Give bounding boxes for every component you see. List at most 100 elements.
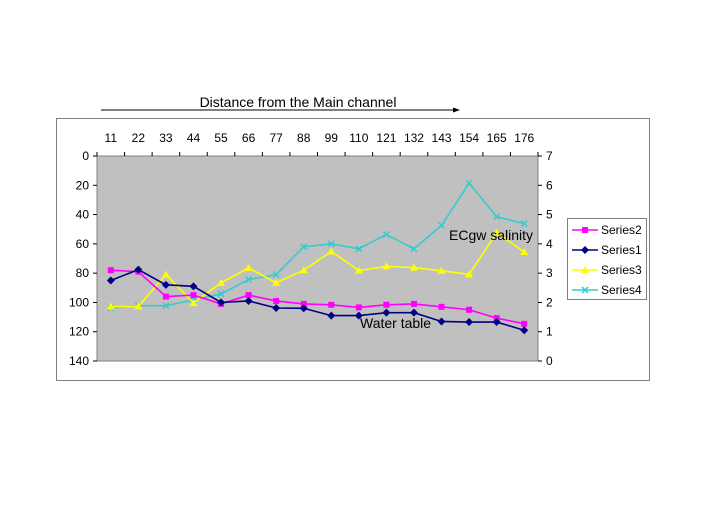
data-point (299, 266, 308, 274)
data-point (409, 263, 418, 271)
data-point (466, 306, 473, 313)
marker-stroke (410, 245, 418, 253)
marker-stroke (520, 220, 528, 228)
annotation-salinity: ECgw salinity (449, 227, 533, 243)
data-point (355, 304, 362, 311)
left-tick-label: 140 (69, 354, 89, 368)
right-tick-label: 0 (546, 354, 553, 368)
x-tick-label: 22 (132, 131, 146, 145)
data-point (300, 300, 307, 307)
legend-label: Series2 (601, 223, 642, 237)
data-point (327, 240, 335, 248)
data-point (244, 296, 253, 305)
series-line (110, 181, 525, 309)
data-point (272, 303, 281, 312)
data-point (383, 301, 390, 308)
legend-marker (581, 286, 589, 294)
data-point (437, 317, 446, 326)
data-point (299, 304, 308, 313)
marker-stroke (217, 290, 225, 298)
data-point (354, 311, 363, 320)
legend-marker (581, 266, 589, 273)
data-point (189, 282, 198, 291)
marker-stroke (355, 245, 363, 253)
x-tick-label: 132 (404, 131, 424, 145)
marker-stroke (382, 230, 390, 239)
data-point (327, 311, 336, 320)
data-point (438, 221, 446, 229)
legend: Series2 Series1 Series3 Series4 (567, 218, 647, 300)
data-point (520, 326, 529, 335)
right-tick-label: 2 (546, 295, 553, 309)
data-point (410, 300, 417, 307)
data-point (189, 299, 198, 307)
data-point (355, 245, 363, 253)
right-tick-label: 3 (546, 266, 553, 280)
right-tick-label: 7 (546, 149, 553, 163)
marker-stroke (438, 221, 446, 229)
marker-stroke (327, 240, 335, 248)
data-point (162, 293, 169, 300)
data-point (438, 303, 445, 310)
data-point (162, 302, 170, 310)
marker-stroke (272, 271, 280, 279)
x-tick-label: 55 (214, 131, 228, 145)
left-tick-label: 80 (76, 266, 90, 280)
data-point (382, 262, 391, 270)
series-series1 (106, 265, 529, 335)
left-tick-label: 60 (76, 237, 90, 251)
marker-stroke (493, 213, 501, 221)
x-tick-label: 88 (297, 131, 311, 145)
data-point (244, 263, 253, 271)
data-point (106, 276, 115, 285)
marker-stroke (581, 286, 589, 294)
x-tick-label: 143 (432, 131, 452, 145)
data-point (300, 243, 308, 251)
legend-label: Series4 (601, 283, 642, 297)
data-point (134, 302, 143, 310)
data-point (382, 230, 390, 239)
x-tick-label: 99 (325, 131, 339, 145)
data-point (410, 245, 418, 253)
series-series4 (107, 179, 528, 312)
legend-marker (582, 227, 588, 233)
data-point (492, 228, 501, 236)
left-tick-label: 40 (76, 208, 90, 222)
left-tick-label: 0 (82, 149, 89, 163)
marker-stroke (300, 243, 308, 251)
chart-title: Distance from the Main channel (200, 94, 397, 110)
x-tick-label: 11 (105, 131, 118, 145)
data-point (492, 318, 501, 327)
left-tick-label: 120 (69, 325, 89, 339)
data-point (217, 290, 225, 298)
marker-stroke (465, 179, 473, 187)
data-point (272, 278, 281, 286)
series-series3 (106, 228, 529, 310)
data-point (272, 271, 280, 279)
right-tick-label: 4 (546, 237, 553, 251)
x-tick-label: 44 (187, 131, 201, 145)
data-point (520, 248, 529, 256)
data-point (161, 270, 170, 278)
data-point (521, 320, 528, 327)
x-tick-label: 154 (459, 131, 479, 145)
data-point (465, 179, 473, 187)
x-tick-label: 33 (159, 131, 173, 145)
data-point (354, 266, 363, 274)
data-point (327, 247, 336, 255)
data-point (106, 302, 115, 310)
legend-label: Series3 (601, 263, 642, 277)
data-point (382, 308, 391, 317)
left-tick-label: 20 (76, 178, 90, 192)
data-point (245, 292, 252, 299)
series-line (110, 269, 525, 325)
right-tick-label: 6 (546, 178, 553, 192)
x-tick-label: 66 (242, 131, 256, 145)
legend-marker (581, 246, 589, 254)
data-point (437, 266, 446, 274)
marker-stroke (245, 276, 253, 284)
data-point (161, 280, 170, 289)
legend-label: Series1 (601, 243, 642, 257)
x-tick-label: 77 (269, 131, 283, 145)
